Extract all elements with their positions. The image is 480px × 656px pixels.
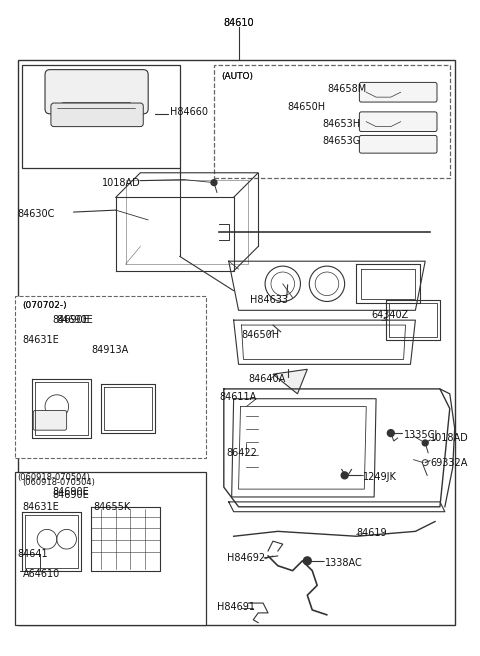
Text: 86422: 86422 bbox=[227, 448, 258, 458]
Bar bbox=[14, 472, 206, 625]
Text: 84653G: 84653G bbox=[322, 136, 360, 146]
FancyBboxPatch shape bbox=[51, 103, 143, 127]
Text: 84611A: 84611A bbox=[219, 392, 256, 401]
FancyBboxPatch shape bbox=[360, 112, 437, 131]
Text: H84633: H84633 bbox=[251, 295, 288, 306]
Circle shape bbox=[303, 557, 311, 565]
Text: 84658M: 84658M bbox=[327, 84, 366, 94]
Text: H84691: H84691 bbox=[217, 602, 255, 612]
Text: (060918-070504): (060918-070504) bbox=[23, 478, 96, 487]
Text: (070702-): (070702-) bbox=[23, 301, 67, 310]
Text: 84630C: 84630C bbox=[17, 209, 55, 219]
Circle shape bbox=[422, 440, 428, 446]
Circle shape bbox=[387, 430, 394, 436]
Text: (AUTO): (AUTO) bbox=[221, 72, 253, 81]
Text: 1018AD: 1018AD bbox=[102, 178, 140, 188]
FancyBboxPatch shape bbox=[45, 70, 148, 114]
Text: 84655K: 84655K bbox=[93, 502, 131, 512]
Text: 84631E: 84631E bbox=[23, 335, 59, 345]
Bar bbox=[17, 60, 455, 625]
Bar bbox=[14, 296, 206, 458]
Text: 1249JK: 1249JK bbox=[363, 472, 397, 482]
Text: 84653H: 84653H bbox=[322, 119, 360, 129]
Text: 84690E: 84690E bbox=[57, 315, 94, 325]
Bar bbox=[214, 65, 450, 178]
Text: 84650H: 84650H bbox=[288, 102, 326, 112]
Text: 1018AD: 1018AD bbox=[430, 433, 469, 443]
Text: 64340Z: 64340Z bbox=[371, 310, 408, 320]
Polygon shape bbox=[273, 369, 307, 394]
Text: 84610: 84610 bbox=[223, 18, 254, 28]
Text: (060918-070504): (060918-070504) bbox=[17, 473, 90, 482]
Text: 84640A: 84640A bbox=[248, 374, 286, 384]
Text: 69332A: 69332A bbox=[430, 458, 468, 468]
Text: (070702-): (070702-) bbox=[23, 301, 67, 310]
Text: 84650H: 84650H bbox=[241, 330, 280, 340]
Bar bbox=[23, 65, 180, 168]
Circle shape bbox=[341, 472, 348, 479]
FancyBboxPatch shape bbox=[33, 411, 67, 430]
Text: 84631E: 84631E bbox=[23, 502, 59, 512]
FancyBboxPatch shape bbox=[360, 83, 437, 102]
Text: 84913A: 84913A bbox=[91, 344, 129, 355]
Circle shape bbox=[211, 180, 217, 186]
Text: 84690E: 84690E bbox=[52, 315, 89, 325]
Text: 84619: 84619 bbox=[357, 528, 387, 539]
Text: 1338AC: 1338AC bbox=[325, 558, 363, 568]
Text: 84641: 84641 bbox=[17, 549, 48, 559]
FancyBboxPatch shape bbox=[360, 135, 437, 153]
Text: H84660: H84660 bbox=[170, 107, 208, 117]
Text: 84690E: 84690E bbox=[52, 490, 89, 500]
Text: 84610: 84610 bbox=[223, 18, 254, 28]
Text: 84690E: 84690E bbox=[52, 487, 89, 497]
Text: A64610: A64610 bbox=[23, 569, 60, 579]
Text: 1335CJ: 1335CJ bbox=[404, 430, 438, 440]
Text: (AUTO): (AUTO) bbox=[221, 72, 253, 81]
Text: H84692: H84692 bbox=[227, 553, 265, 563]
